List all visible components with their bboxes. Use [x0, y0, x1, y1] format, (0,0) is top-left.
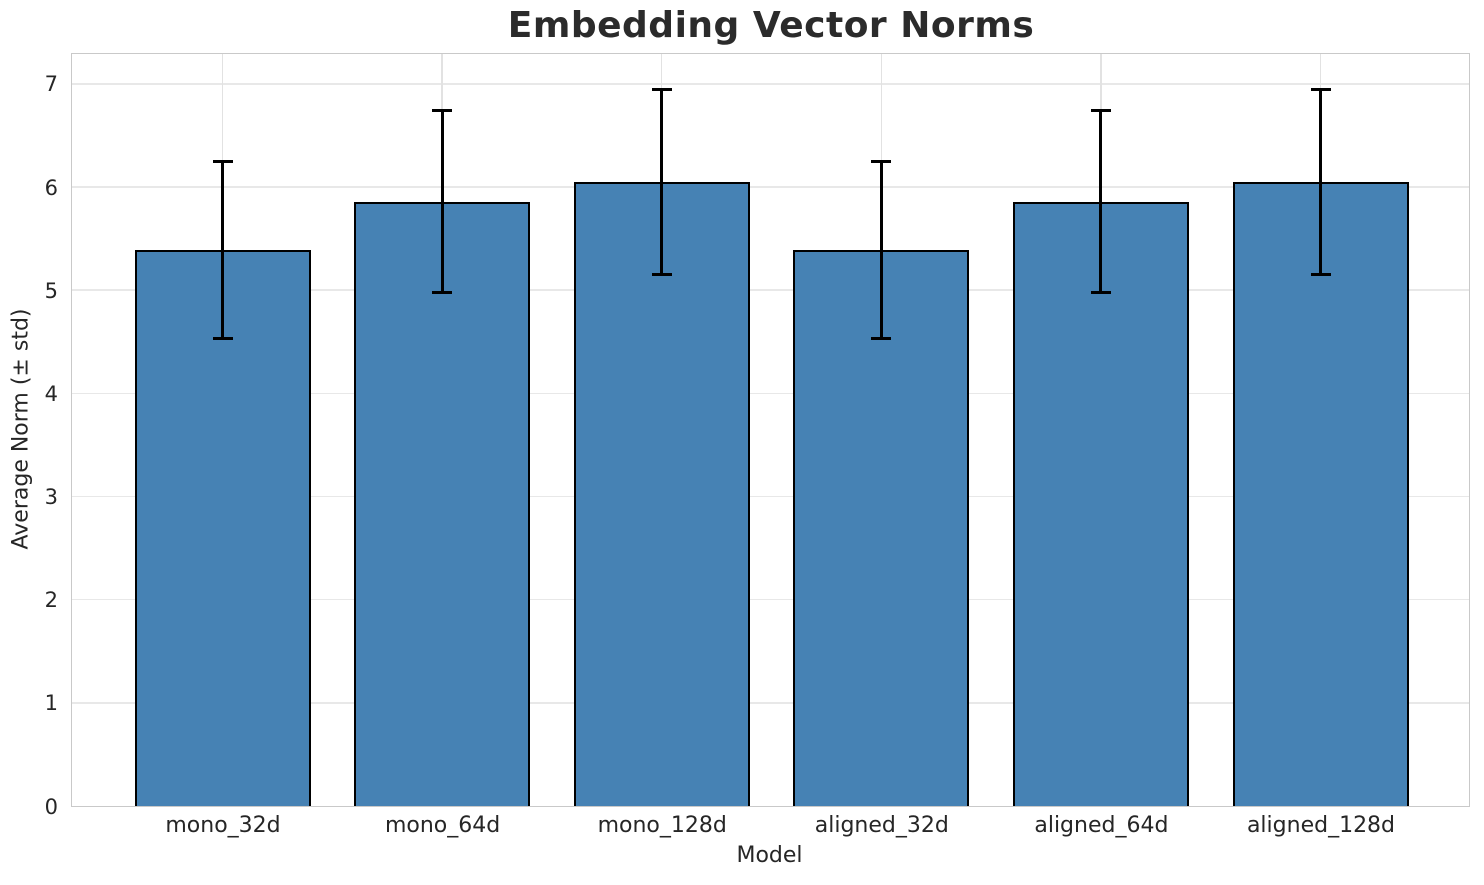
y-tick-label: 4 — [44, 381, 58, 406]
gridline-horizontal — [72, 598, 1469, 601]
x-tick-label: mono_64d — [384, 813, 501, 838]
error-bar-cap — [212, 159, 233, 163]
x-tick-label: aligned_128d — [1246, 813, 1396, 838]
error-bar-mono_64d — [440, 110, 444, 293]
error-bar-cap — [651, 87, 672, 91]
y-tick-labels: 0 1 2 3 4 5 6 7 — [0, 55, 58, 818]
error-bar-cap — [1310, 87, 1331, 91]
error-bar-aligned_32d — [879, 161, 883, 339]
x-tick-label: mono_32d — [165, 813, 281, 838]
bar-aligned_32d — [793, 250, 970, 806]
error-bar-cap — [1310, 273, 1331, 277]
error-bar-cap — [871, 159, 892, 163]
chart-title: Embedding Vector Norms — [507, 5, 1035, 46]
error-bar-mono_128d — [660, 89, 664, 275]
y-tick-label: 3 — [44, 485, 58, 510]
y-tick-label: 1 — [44, 691, 58, 716]
error-bar-cap — [651, 273, 672, 277]
error-bar-cap — [1090, 109, 1111, 113]
x-tick-label: aligned_32d — [814, 813, 949, 838]
error-bar-cap — [432, 290, 453, 294]
bar-mono_32d — [134, 250, 311, 806]
gridline-horizontal — [72, 495, 1469, 498]
gridline-horizontal — [72, 186, 1469, 188]
gridline-horizontal — [72, 289, 1469, 291]
x-tick-label: mono_128d — [597, 813, 727, 838]
bar-aligned_64d — [1012, 201, 1189, 806]
y-tick-label: 0 — [44, 794, 58, 819]
error-bar-aligned_128d — [1319, 89, 1322, 275]
bar-aligned_128d — [1232, 181, 1409, 806]
error-bar-cap — [871, 337, 892, 341]
error-bar-mono_32d — [221, 161, 224, 339]
y-tick-label: 6 — [44, 175, 58, 200]
error-bar-cap — [432, 109, 453, 113]
error-bar-cap — [1090, 290, 1111, 294]
error-bar-cap — [212, 337, 233, 341]
plot-area — [71, 53, 1470, 807]
x-axis-label: Model — [736, 843, 803, 868]
gridline-horizontal — [72, 702, 1469, 704]
x-tick-labels: mono_32d mono_64d mono_128d aligned_32d alig… — [73, 812, 1470, 842]
bar-mono_128d — [573, 181, 750, 806]
y-tick-label: 5 — [44, 278, 58, 303]
gridline-horizontal — [72, 83, 1469, 85]
error-bar-aligned_64d — [1099, 110, 1103, 293]
y-tick-label: 7 — [44, 72, 58, 97]
gridline-horizontal — [72, 392, 1469, 395]
y-tick-label: 2 — [44, 588, 58, 613]
x-tick-label: aligned_64d — [1034, 813, 1169, 838]
